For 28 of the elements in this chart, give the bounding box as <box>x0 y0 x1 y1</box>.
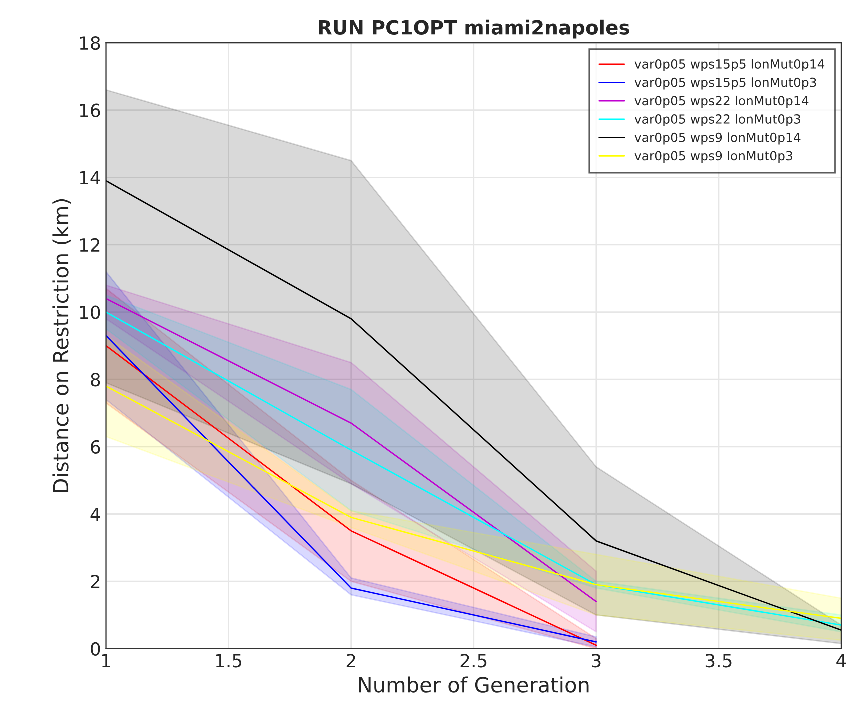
y-tick-label: 18 <box>80 36 100 50</box>
y-tick-label: 8 <box>91 373 100 387</box>
y-tick-label: 12 <box>80 238 100 252</box>
y-axis-title: Distance on Restriction (km) <box>52 199 72 492</box>
x-tick-label: 3 <box>592 654 601 668</box>
line-series <box>106 180 842 632</box>
x-tick-label: 1 <box>102 654 110 668</box>
legend-label: var0p05 wps22 lonMut0p3 <box>634 114 800 126</box>
legend-label: var0p05 wps15p5 lonMut0p14 <box>634 59 825 72</box>
x-tick-label: 2 <box>346 654 356 668</box>
y-tick-label: 0 <box>91 642 100 656</box>
x-tick-label: 4 <box>836 654 846 668</box>
legend-label: var0p05 wps9 lonMut0p3 <box>634 151 792 164</box>
x-axis-title: Number of Generation <box>359 676 589 693</box>
y-tick-label: 6 <box>91 440 100 454</box>
legend-label: var0p05 wps22 lonMut0p14 <box>634 96 809 108</box>
line-series <box>106 386 842 620</box>
x-tick-label: 3.5 <box>706 654 732 668</box>
y-tick-label: 2 <box>91 575 100 588</box>
x-tick-label: 2.5 <box>460 654 487 668</box>
legend-label: var0p05 wps15p5 lonMut0p3 <box>634 78 816 90</box>
chart-title: RUN PC1OPT miami2napoles <box>319 20 630 39</box>
y-tick-label: 4 <box>90 508 100 522</box>
legend-label: var0p05 wps9 lonMut0p14 <box>634 132 801 145</box>
y-tick-label: 10 <box>80 306 100 320</box>
y-tick-label: 16 <box>80 104 100 118</box>
y-tick-label: 14 <box>80 171 100 185</box>
x-tick-label: 1.5 <box>216 654 242 668</box>
